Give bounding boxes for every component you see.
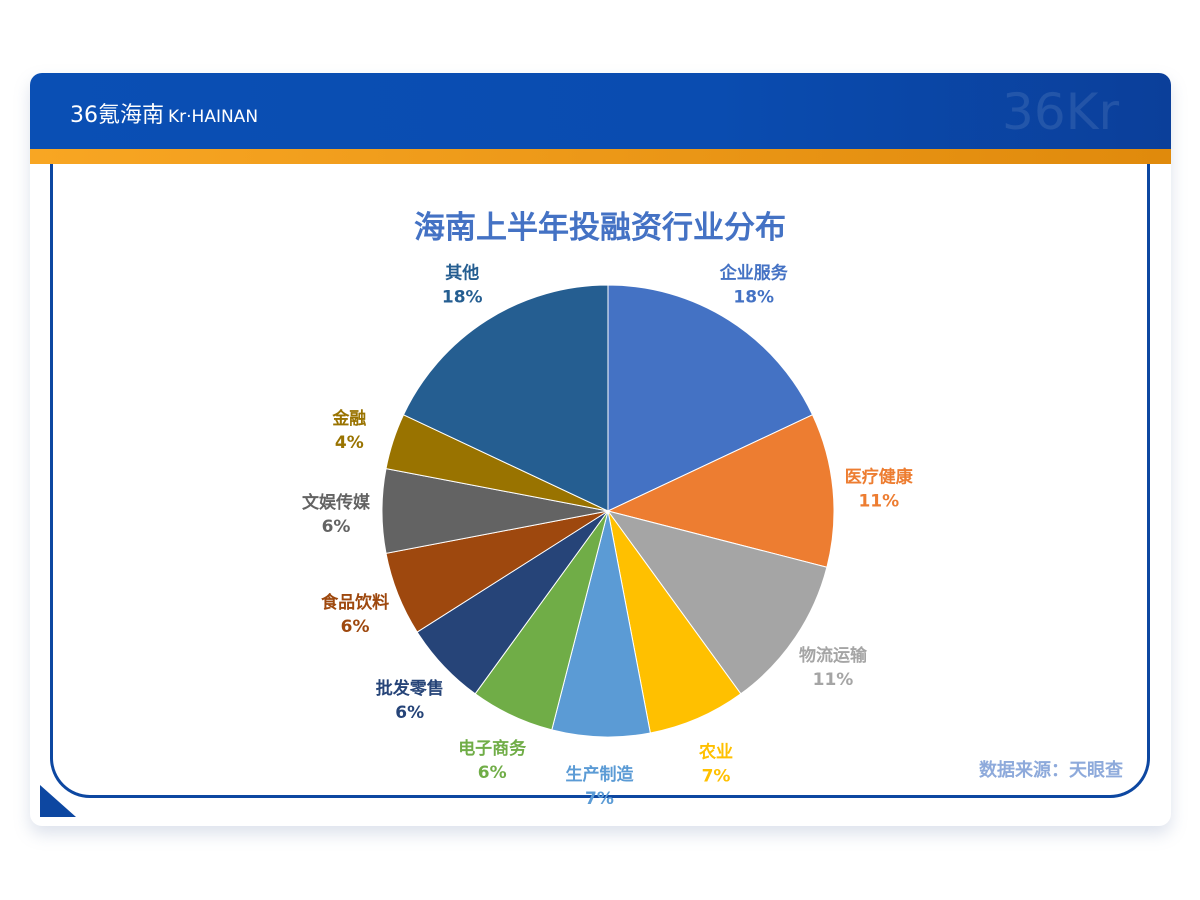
slice-percent: 7%	[702, 767, 731, 787]
brand-logo: 36氪海南 Kr·HAINAN	[70, 97, 258, 129]
brand-name: 36氪海南	[70, 103, 164, 128]
content-frame	[50, 164, 1150, 798]
slice-label: 企业服务	[719, 262, 789, 283]
brand-sub: Kr·HAINAN	[168, 107, 259, 127]
slice-label: 医疗健康	[845, 466, 914, 487]
slice-percent: 18%	[442, 287, 483, 307]
slice-label: 生产制造	[565, 764, 634, 785]
corner-decoration	[40, 785, 76, 817]
slice-percent: 11%	[813, 670, 854, 690]
pie-slice	[402, 284, 609, 512]
slice-label: 电子商务	[458, 738, 527, 759]
slice-label: 农业	[698, 742, 733, 763]
orange-stripe	[30, 149, 1171, 164]
slice-label: 物流运输	[799, 645, 868, 666]
slice-percent: 6%	[395, 703, 424, 723]
chart-title: 海南上半年投融资行业分布	[414, 210, 786, 246]
slice-percent: 6%	[322, 517, 351, 537]
slice-label: 其他	[445, 262, 479, 283]
slice-percent: 7%	[585, 789, 614, 809]
slice-label: 批发零售	[376, 678, 444, 699]
pie-slice	[607, 284, 814, 512]
slice-label: 食品饮料	[321, 592, 389, 613]
header: 36氪海南 Kr·HAINAN 36Kr	[30, 73, 1171, 149]
data-source: 数据来源：天眼查	[979, 760, 1123, 781]
slice-percent: 18%	[733, 287, 774, 307]
pie-slice	[606, 414, 835, 568]
slice-percent: 6%	[341, 617, 370, 637]
slice-percent: 11%	[858, 491, 899, 511]
watermark: 36Kr	[1002, 83, 1119, 141]
slice-label: 金融	[331, 408, 366, 429]
slice-percent: 6%	[478, 763, 507, 783]
pie-slice	[606, 510, 828, 695]
slice-label: 文娱传媒	[302, 492, 371, 513]
slice-percent: 4%	[335, 433, 364, 453]
